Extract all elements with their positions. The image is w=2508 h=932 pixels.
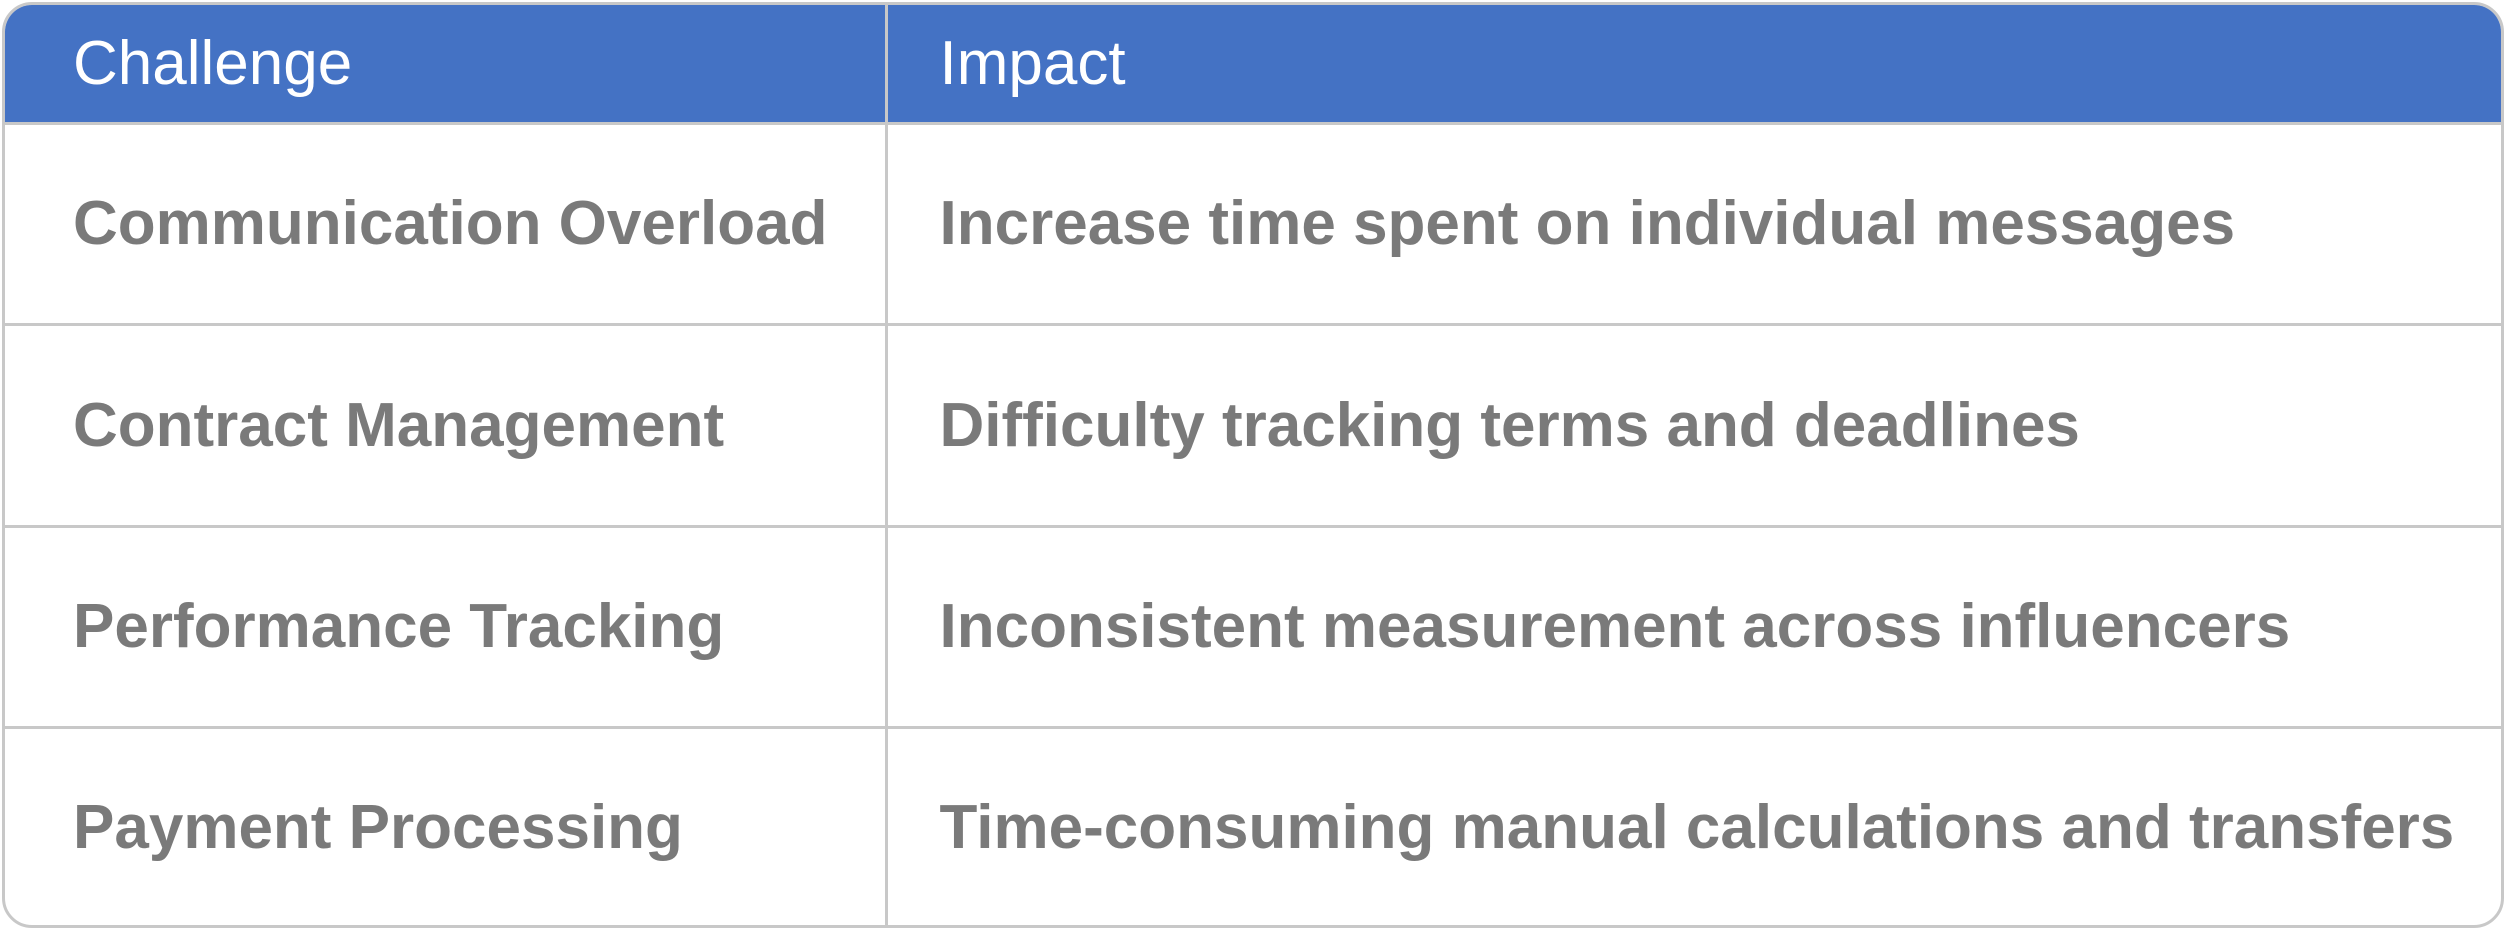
impact-cell: Inconsistent measurement across influenc… (884, 524, 2501, 728)
challenges-table: Challenge Impact Communication Overload … (5, 5, 2501, 925)
challenge-cell: Communication Overload (5, 121, 886, 325)
table-row: Payment Processing Time-consuming manual… (5, 726, 2501, 925)
impact-cell: Increase time spent on individual messag… (884, 121, 2501, 325)
table-header: Challenge Impact (5, 5, 2501, 123)
column-header-challenge: Challenge (5, 5, 886, 123)
table-body: Communication Overload Increase time spe… (5, 121, 2501, 925)
impact-cell: Time-consuming manual calculations and t… (884, 726, 2501, 925)
challenge-cell: Contract Management (5, 323, 886, 527)
challenge-cell: Performance Tracking (5, 524, 886, 728)
table-row: Communication Overload Increase time spe… (5, 121, 2501, 325)
header-row: Challenge Impact (5, 5, 2501, 123)
table-row: Performance Tracking Inconsistent measur… (5, 524, 2501, 728)
challenge-cell: Payment Processing (5, 726, 886, 925)
table-row: Contract Management Difficulty tracking … (5, 323, 2501, 527)
impact-cell: Difficulty tracking terms and deadlines (884, 323, 2501, 527)
column-header-impact: Impact (884, 5, 2501, 123)
